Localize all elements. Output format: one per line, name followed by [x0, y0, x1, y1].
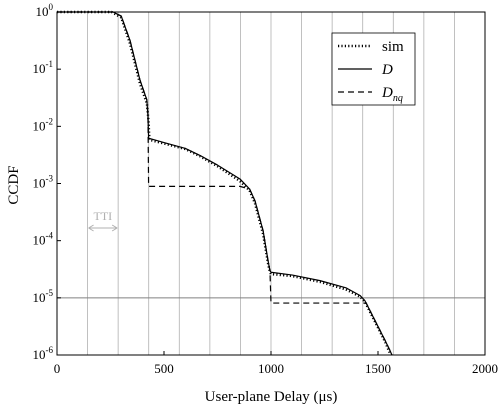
x-tick-label: 1500	[365, 361, 391, 376]
legend-label: Dnq	[381, 85, 403, 104]
y-tick-exponent: -6	[46, 345, 54, 355]
y-tick-exponent: -1	[46, 59, 54, 69]
y-tick-exponent: -2	[46, 116, 54, 126]
y-tick-exponent: -5	[46, 288, 54, 298]
legend-name: D	[381, 62, 393, 78]
y-tick-label: 10-3	[33, 174, 54, 191]
y-tick-exponent: -3	[46, 174, 54, 184]
y-axis-label: CCDF	[6, 165, 22, 204]
x-tick-label: 1000	[258, 361, 284, 376]
legend-name: sim	[382, 39, 404, 55]
y-tick-base: 10	[33, 233, 46, 248]
y-tick-label: 10-2	[33, 116, 54, 133]
y-tick-base: 10	[33, 61, 46, 76]
legend-label: sim	[382, 39, 404, 55]
tti-arrowhead	[88, 224, 118, 232]
y-tick-base: 10	[33, 118, 46, 133]
legend-label: D	[381, 62, 393, 78]
legend-name: D	[381, 85, 393, 101]
y-tick-label: 10-6	[33, 345, 54, 362]
y-tick-base: 10	[33, 347, 46, 362]
series-line	[57, 10, 392, 356]
tti-label: TTI	[94, 209, 113, 223]
y-tick-base: 10	[33, 176, 46, 191]
y-tick-base: 10	[33, 290, 46, 305]
legend-subscript: nq	[393, 93, 403, 104]
y-tick-exponent: -4	[46, 231, 54, 241]
y-tick-label: 10-4	[33, 231, 54, 248]
y-tick-base: 10	[36, 4, 49, 19]
x-tick-label: 0	[54, 361, 61, 376]
y-tick-label: 100	[36, 2, 54, 19]
y-tick-exponent: 0	[49, 2, 54, 12]
y-tick-label: 10-5	[33, 288, 54, 305]
x-tick-label: 500	[154, 361, 174, 376]
x-axis-label: User-plane Delay (μs)	[205, 389, 338, 405]
x-tick-label: 2000	[472, 361, 498, 376]
y-tick-label: 10-1	[33, 59, 54, 76]
